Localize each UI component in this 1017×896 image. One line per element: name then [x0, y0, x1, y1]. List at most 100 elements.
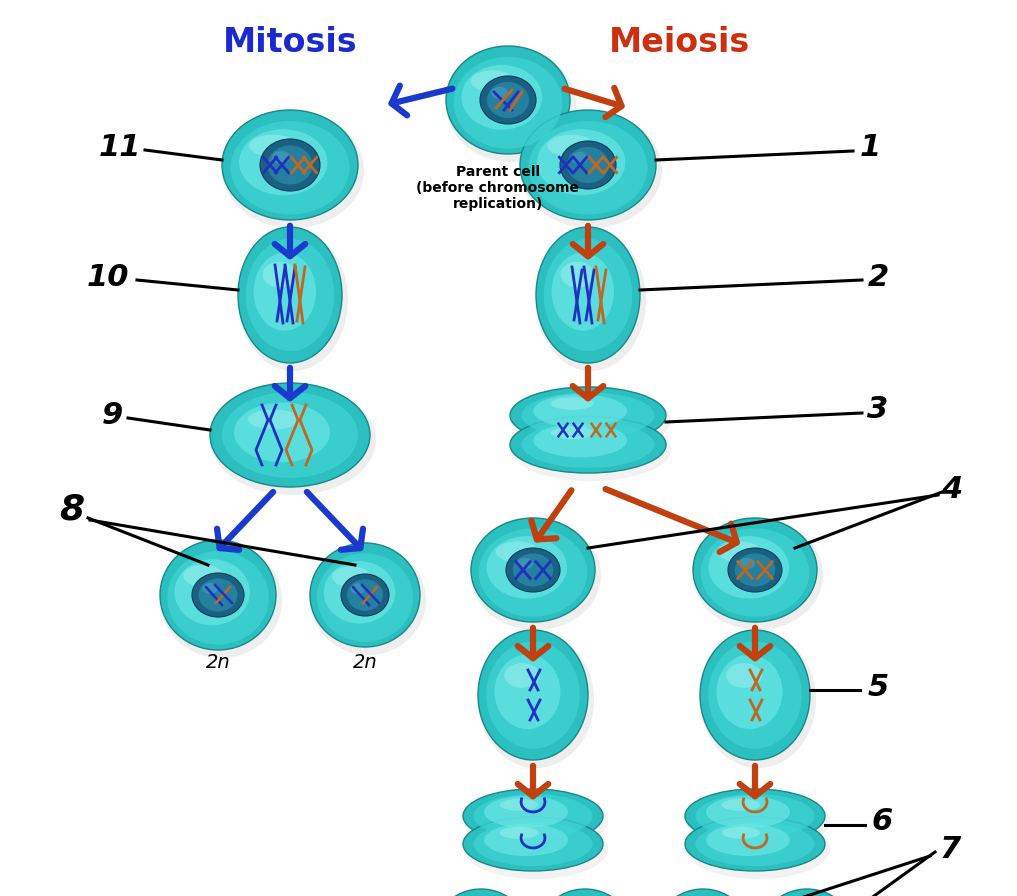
Ellipse shape: [238, 227, 342, 363]
Ellipse shape: [433, 889, 529, 896]
Text: 1: 1: [859, 134, 881, 162]
Ellipse shape: [522, 392, 654, 438]
Ellipse shape: [537, 889, 633, 896]
Ellipse shape: [693, 520, 823, 630]
Ellipse shape: [696, 822, 815, 866]
Ellipse shape: [267, 145, 312, 185]
Ellipse shape: [486, 536, 567, 599]
Ellipse shape: [686, 819, 830, 879]
Ellipse shape: [560, 262, 595, 288]
Ellipse shape: [717, 654, 782, 729]
Ellipse shape: [347, 579, 383, 611]
Ellipse shape: [202, 583, 218, 594]
Ellipse shape: [572, 151, 588, 164]
Ellipse shape: [511, 389, 671, 452]
Ellipse shape: [567, 147, 609, 183]
Ellipse shape: [511, 418, 671, 481]
Ellipse shape: [685, 817, 825, 871]
Ellipse shape: [249, 134, 297, 157]
Text: 4: 4: [942, 476, 963, 504]
Ellipse shape: [471, 520, 601, 630]
Ellipse shape: [192, 573, 244, 617]
Ellipse shape: [310, 545, 426, 655]
Ellipse shape: [222, 392, 358, 478]
Ellipse shape: [696, 794, 815, 838]
Ellipse shape: [484, 796, 569, 828]
Ellipse shape: [522, 422, 654, 468]
Ellipse shape: [686, 791, 830, 851]
Ellipse shape: [210, 385, 376, 495]
Ellipse shape: [471, 70, 515, 92]
Ellipse shape: [547, 134, 595, 157]
Ellipse shape: [160, 542, 282, 658]
Ellipse shape: [454, 56, 562, 149]
Ellipse shape: [478, 630, 588, 760]
Ellipse shape: [222, 110, 358, 220]
Ellipse shape: [693, 518, 817, 622]
Text: 7: 7: [940, 835, 961, 865]
Text: Meiosis: Meiosis: [609, 25, 751, 58]
Ellipse shape: [463, 789, 603, 843]
Ellipse shape: [655, 891, 757, 896]
Text: 2n: 2n: [205, 653, 231, 673]
Ellipse shape: [517, 558, 533, 569]
Ellipse shape: [700, 632, 816, 768]
Text: 2n: 2n: [353, 652, 377, 671]
Text: 11: 11: [99, 134, 141, 162]
Ellipse shape: [494, 654, 560, 729]
Ellipse shape: [709, 536, 789, 599]
Ellipse shape: [529, 121, 648, 214]
Ellipse shape: [160, 540, 276, 650]
Ellipse shape: [701, 529, 810, 616]
Ellipse shape: [496, 541, 539, 562]
Ellipse shape: [323, 561, 396, 624]
Text: 10: 10: [86, 263, 129, 292]
Ellipse shape: [487, 82, 529, 118]
Text: 3: 3: [868, 395, 889, 425]
Text: Mitosis: Mitosis: [223, 25, 357, 58]
Ellipse shape: [551, 426, 594, 439]
Ellipse shape: [708, 642, 801, 749]
Ellipse shape: [551, 253, 614, 331]
Ellipse shape: [332, 566, 370, 587]
Ellipse shape: [310, 543, 420, 647]
Ellipse shape: [446, 46, 570, 154]
Ellipse shape: [499, 799, 538, 811]
Ellipse shape: [253, 253, 316, 331]
Ellipse shape: [462, 65, 542, 130]
Ellipse shape: [655, 889, 751, 896]
Ellipse shape: [175, 559, 250, 625]
Ellipse shape: [446, 48, 576, 162]
Ellipse shape: [506, 548, 560, 592]
Ellipse shape: [246, 239, 335, 351]
Ellipse shape: [491, 87, 508, 99]
Ellipse shape: [533, 394, 627, 428]
Ellipse shape: [433, 891, 535, 896]
Ellipse shape: [510, 417, 666, 473]
Ellipse shape: [560, 141, 616, 189]
Ellipse shape: [536, 229, 646, 371]
Ellipse shape: [248, 409, 300, 429]
Ellipse shape: [520, 110, 656, 220]
Ellipse shape: [685, 789, 825, 843]
Ellipse shape: [706, 796, 790, 828]
Ellipse shape: [272, 151, 290, 164]
Text: 8: 8: [59, 493, 84, 527]
Text: 9: 9: [102, 401, 123, 429]
Ellipse shape: [504, 663, 540, 688]
Ellipse shape: [474, 794, 593, 838]
Ellipse shape: [738, 558, 755, 569]
Ellipse shape: [759, 891, 861, 896]
Ellipse shape: [486, 642, 580, 749]
Ellipse shape: [513, 554, 553, 587]
Ellipse shape: [231, 121, 350, 214]
Ellipse shape: [238, 229, 348, 371]
Ellipse shape: [533, 424, 627, 457]
Ellipse shape: [520, 112, 662, 228]
Ellipse shape: [471, 518, 595, 622]
Ellipse shape: [317, 554, 413, 642]
Ellipse shape: [480, 76, 536, 124]
Ellipse shape: [351, 583, 365, 594]
Ellipse shape: [183, 564, 224, 587]
Text: 2: 2: [868, 263, 889, 292]
